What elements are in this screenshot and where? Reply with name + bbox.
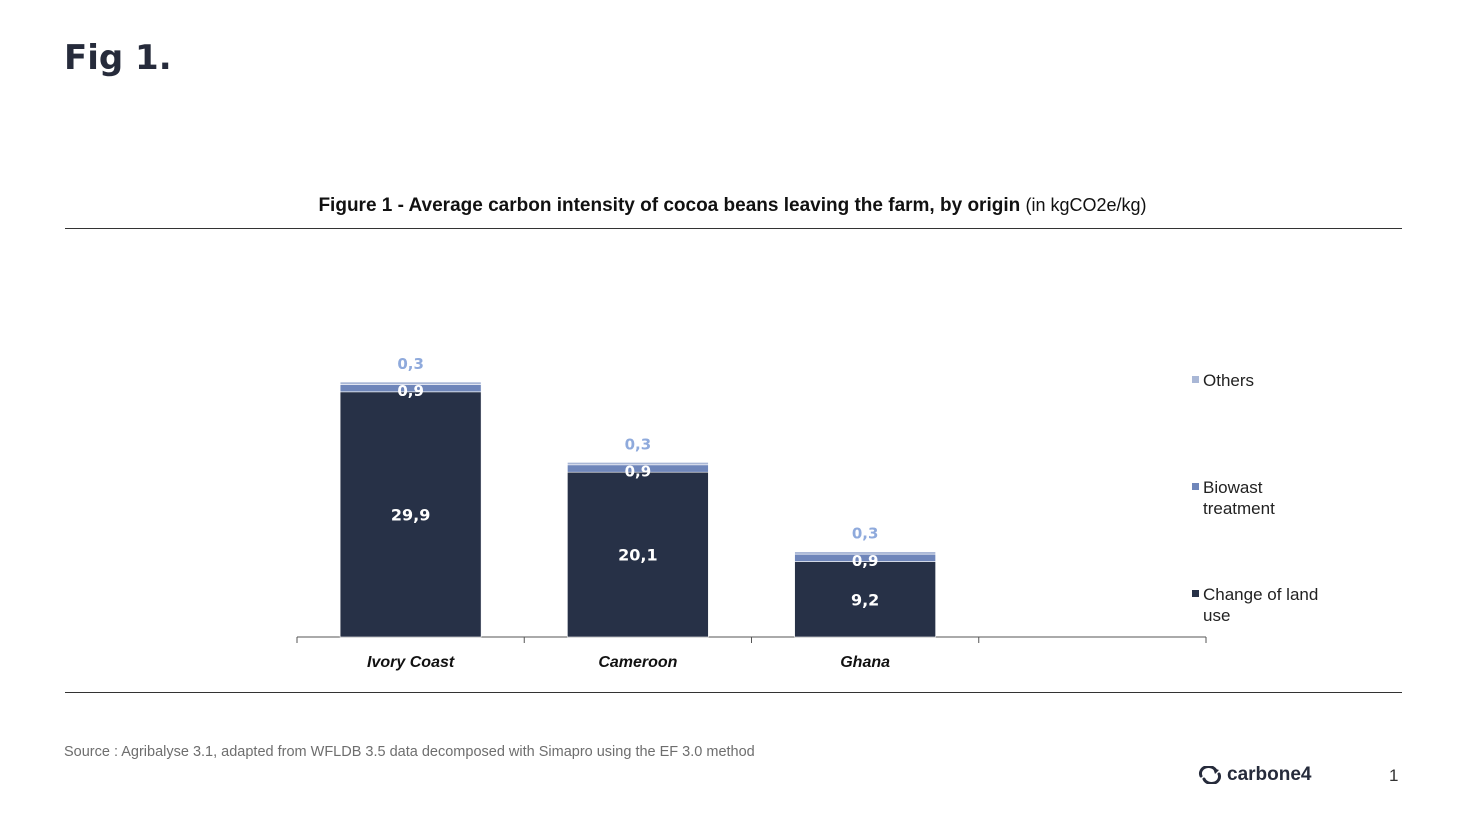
legend-label-change-of-land-use: Change of land use <box>1203 585 1318 625</box>
legend-label-biowast-treatment: Biowast treatment <box>1203 478 1275 518</box>
chart-title-unit: (in kgCO2e/kg) <box>1025 195 1147 215</box>
x-tick-label-ivory-coast: Ivory Coast <box>367 654 455 671</box>
legend-swatch-others <box>1192 376 1199 383</box>
data-label-ghana-others: 0,3 <box>852 525 879 543</box>
bar-ghana-change-of-land-use <box>794 561 936 638</box>
data-label-ivory-coast-biowast-treatment: 0,9 <box>397 382 424 400</box>
bar-ivory-coast-change-of-land-use <box>339 391 482 638</box>
chart-title-main: Figure 1 - Average carbon intensity of c… <box>318 195 1021 216</box>
logo-text: carbone4 <box>1227 764 1312 785</box>
bar-cameroon-change-of-land-use <box>567 471 709 638</box>
legend-swatch-biowast-treatment <box>1192 483 1199 490</box>
source-note: Source : Agribalyse 3.1, adapted from WF… <box>64 744 755 760</box>
page-number: 1 <box>1389 766 1399 785</box>
legend-label-others: Others <box>1203 371 1254 390</box>
data-label-ghana-change-of-land-use: 9,2 <box>851 590 879 609</box>
carbone4-logo: carbone4 <box>1198 764 1311 786</box>
legend-swatch-change-of-land-use <box>1192 590 1199 597</box>
bar-ivory-coast-others <box>339 381 482 385</box>
top-divider <box>65 228 1402 229</box>
data-label-ivory-coast-change-of-land-use: 29,9 <box>391 505 430 524</box>
bar-cameroon-others <box>567 462 709 466</box>
data-label-cameroon-change-of-land-use: 20,1 <box>618 546 657 565</box>
x-tick-label-cameroon: Cameroon <box>598 654 677 671</box>
data-label-ghana-biowast-treatment: 0,9 <box>852 552 879 570</box>
bar-ghana-others <box>794 551 936 555</box>
x-tick-label-ghana: Ghana <box>840 654 890 671</box>
carbone4-logo-icon <box>1199 766 1221 784</box>
chart-title: Figure 1 - Average carbon intensity of c… <box>0 195 1465 217</box>
data-label-ivory-coast-others: 0,3 <box>397 355 424 373</box>
data-label-cameroon-others: 0,3 <box>625 435 652 453</box>
slide-title: Fig 1. <box>64 38 172 78</box>
bottom-divider <box>65 692 1402 693</box>
data-label-cameroon-biowast-treatment: 0,9 <box>625 463 652 481</box>
